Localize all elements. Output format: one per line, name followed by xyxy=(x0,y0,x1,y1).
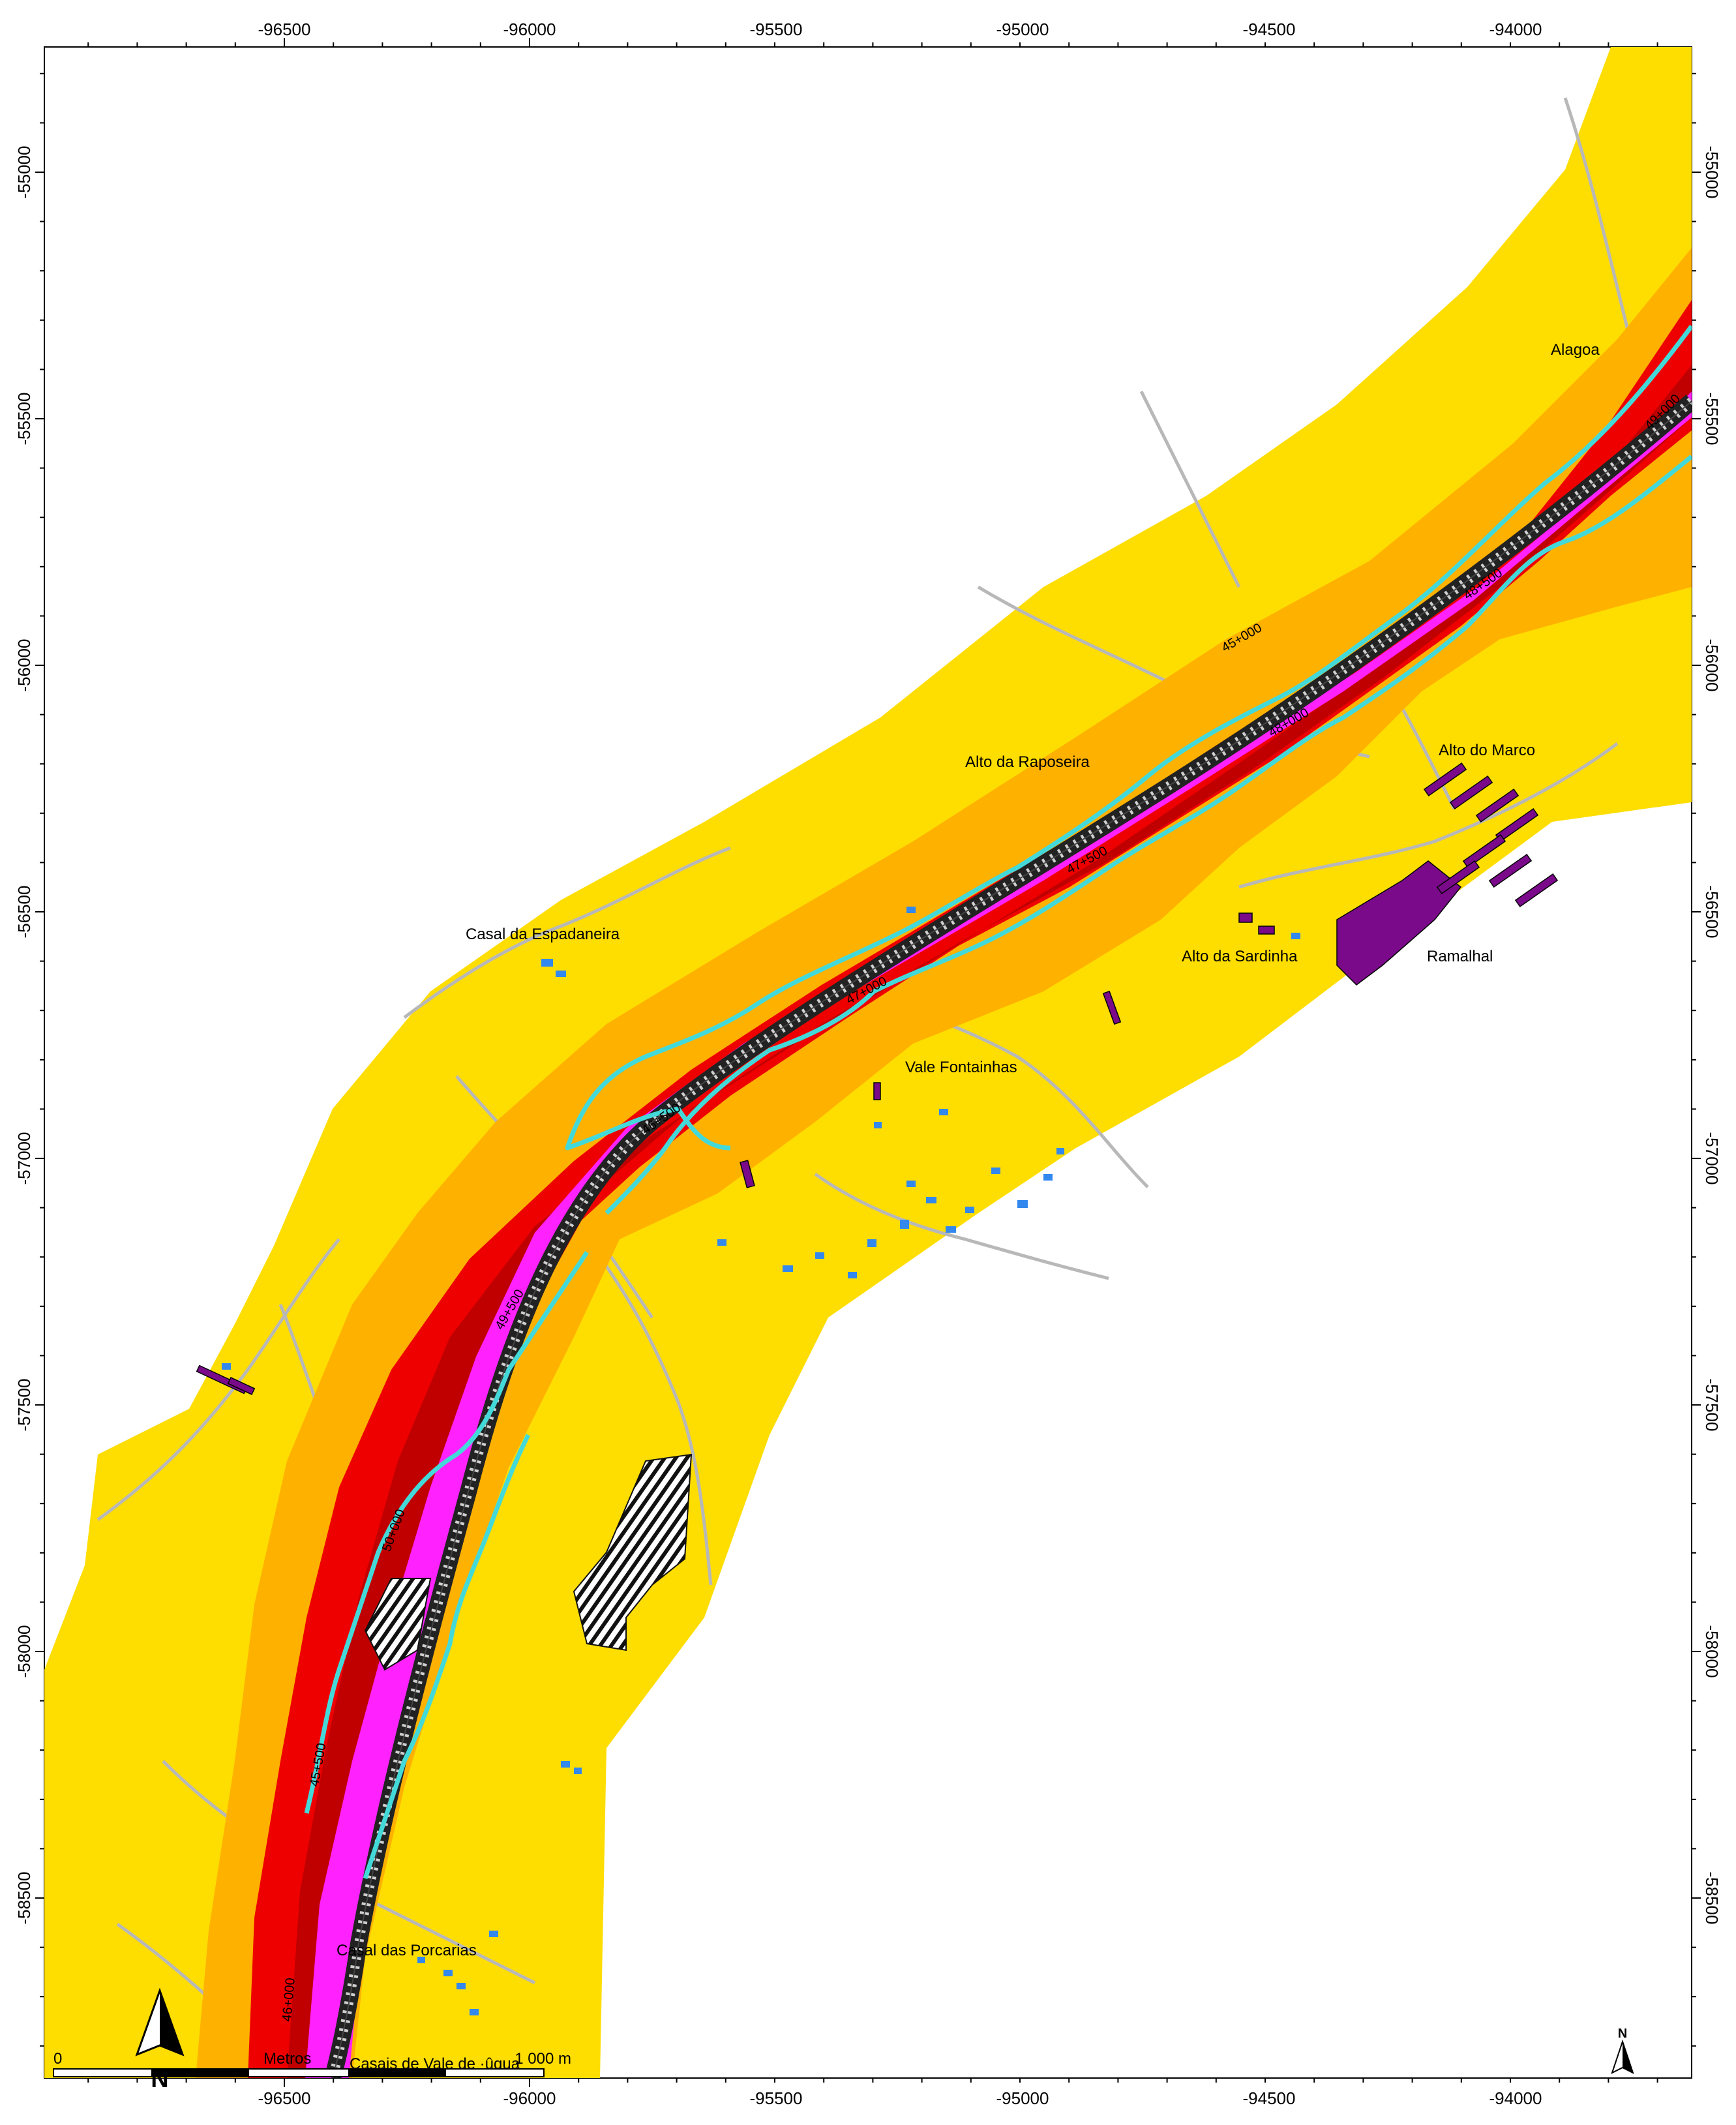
x-tick-top: -94000 xyxy=(1489,20,1542,39)
x-tick-bottom: -95000 xyxy=(996,2088,1049,2108)
left-axis-ticks xyxy=(35,72,44,2047)
top-axis-ticks xyxy=(87,38,1658,47)
y-tick-right: -57500 xyxy=(1702,1379,1722,1432)
x-tick-top: -95500 xyxy=(750,20,803,39)
hatched-areas xyxy=(364,1453,693,1671)
scale-end-label: 1 000 m xyxy=(515,2050,571,2068)
place-label-ramalhal: Ramalhal xyxy=(1427,948,1493,965)
x-tick-bottom: -96000 xyxy=(503,2088,556,2108)
place-label-vale-fontainhas: Vale Fontainhas xyxy=(905,1059,1017,1076)
north-arrow-small-icon: N xyxy=(1611,2027,1634,2074)
place-label-alto-da-raposeira: Alto da Raposeira xyxy=(965,753,1090,771)
x-tick-bottom: -95500 xyxy=(750,2088,803,2108)
y-tick-left: -58500 xyxy=(14,1872,34,1925)
contour-lines xyxy=(304,324,1692,1880)
buildings-purple xyxy=(196,762,1559,1395)
y-tick-left: -58000 xyxy=(14,1625,34,1678)
x-tick-top: -95000 xyxy=(996,20,1049,39)
y-tick-left: -57500 xyxy=(14,1379,34,1432)
y-tick-left: -56500 xyxy=(14,886,34,939)
x-tick-bottom: -94000 xyxy=(1489,2088,1542,2108)
railway-track xyxy=(324,395,1692,2078)
scale-unit-label: Metros xyxy=(263,2050,311,2068)
y-tick-left: -55000 xyxy=(14,146,34,199)
place-label-alto-do-marco: Alto do Marco xyxy=(1439,742,1535,759)
buildings-blue xyxy=(222,907,1300,2015)
x-tick-top: -96500 xyxy=(258,20,311,39)
place-label-casal-da-espadaneira: Casal da Espadaneira xyxy=(466,926,620,943)
x-tick-top: -96000 xyxy=(503,20,556,39)
scale-bar: 0 Metros 1 000 m xyxy=(53,2050,571,2077)
y-tick-right: -56000 xyxy=(1702,639,1722,692)
x-tick-top: -94500 xyxy=(1243,20,1296,39)
y-tick-right: -58500 xyxy=(1702,1872,1722,1925)
x-tick-bottom: -94500 xyxy=(1243,2088,1296,2108)
y-tick-right: -55000 xyxy=(1702,146,1722,199)
y-tick-right: -57000 xyxy=(1702,1132,1722,1185)
place-label-casal-das-porcarias: Casal das Porcarias xyxy=(337,1942,477,1959)
y-tick-right: -56500 xyxy=(1702,886,1722,939)
y-tick-right: -55500 xyxy=(1702,393,1722,445)
y-tick-left: -57000 xyxy=(14,1132,34,1185)
place-label-alto-da-sardinha: Alto da Sardinha xyxy=(1182,948,1298,965)
y-tick-left: -56000 xyxy=(14,639,34,692)
y-tick-right: -58000 xyxy=(1702,1625,1722,1678)
place-label-alagoa: Alagoa xyxy=(1551,341,1600,359)
bottom-axis-ticks xyxy=(87,2078,1658,2087)
north-arrow-small-label: N xyxy=(1618,2027,1627,2041)
right-axis-ticks xyxy=(1692,72,1701,2047)
x-tick-bottom: -96500 xyxy=(258,2088,311,2108)
scale-start-label: 0 xyxy=(53,2050,62,2068)
y-tick-left: -55500 xyxy=(14,393,34,445)
